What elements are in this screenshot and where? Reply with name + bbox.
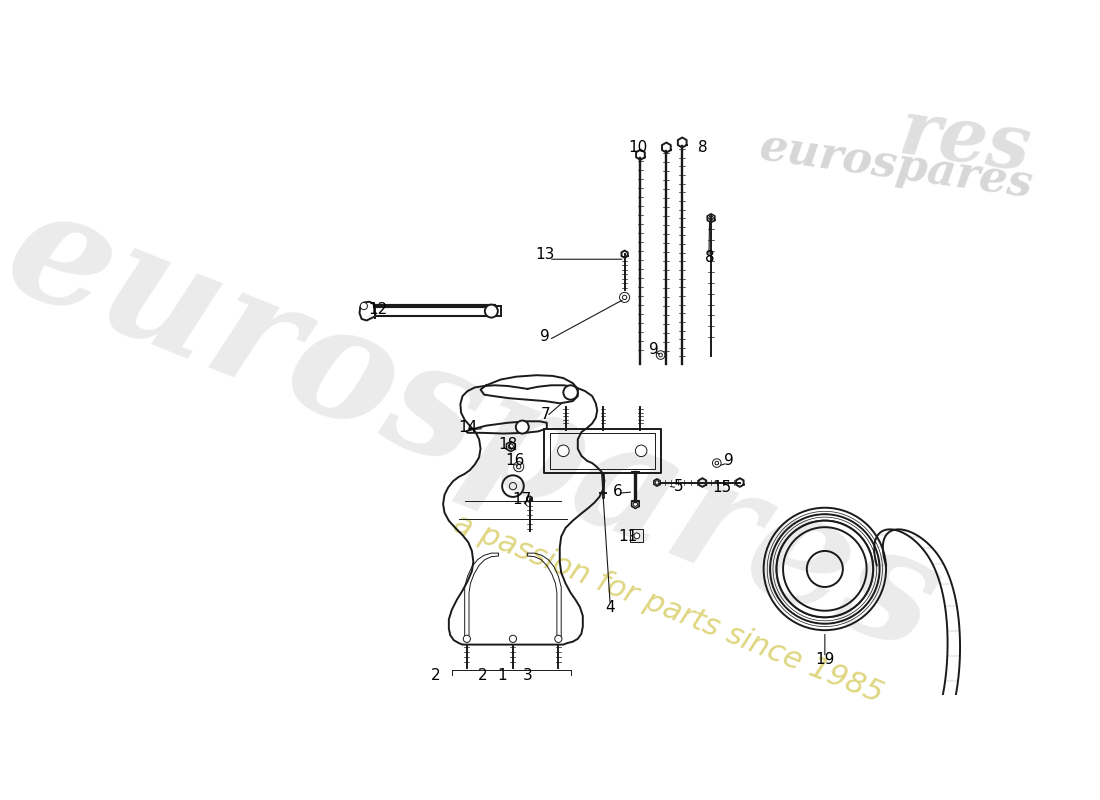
Text: 2: 2 xyxy=(477,668,487,683)
Text: 13: 13 xyxy=(536,246,556,262)
Text: 7: 7 xyxy=(540,406,550,422)
Circle shape xyxy=(485,305,498,318)
Text: a passion for parts since 1985: a passion for parts since 1985 xyxy=(449,509,887,708)
Circle shape xyxy=(554,635,562,642)
Text: 16: 16 xyxy=(505,454,525,469)
Text: 19: 19 xyxy=(815,651,835,666)
Text: 9: 9 xyxy=(724,454,734,469)
Text: 3: 3 xyxy=(522,668,532,683)
Text: 2: 2 xyxy=(431,668,441,683)
Text: 4: 4 xyxy=(605,600,615,614)
Polygon shape xyxy=(506,442,515,451)
Text: 9: 9 xyxy=(649,342,658,357)
Bar xyxy=(630,530,644,542)
Text: eurospares: eurospares xyxy=(0,172,960,686)
Circle shape xyxy=(558,445,569,457)
Text: eurospares: eurospares xyxy=(756,125,1035,206)
Text: res: res xyxy=(894,96,1035,188)
Circle shape xyxy=(516,421,529,434)
Polygon shape xyxy=(707,214,715,222)
Text: 8: 8 xyxy=(705,250,714,265)
Text: 8: 8 xyxy=(697,140,707,155)
Text: 17: 17 xyxy=(513,491,532,506)
Text: 18: 18 xyxy=(498,437,517,452)
Circle shape xyxy=(636,445,647,457)
Text: 9: 9 xyxy=(540,329,550,344)
Circle shape xyxy=(634,533,640,538)
Text: 1: 1 xyxy=(497,668,507,683)
Text: 6: 6 xyxy=(613,484,623,499)
Circle shape xyxy=(509,635,517,642)
Circle shape xyxy=(463,635,471,642)
Text: 5: 5 xyxy=(674,478,683,494)
Text: 15: 15 xyxy=(712,480,732,495)
Text: 11: 11 xyxy=(618,529,638,544)
Polygon shape xyxy=(653,479,660,486)
Polygon shape xyxy=(631,500,639,509)
Text: 14: 14 xyxy=(458,419,477,434)
Text: 12: 12 xyxy=(367,302,387,317)
Text: 10: 10 xyxy=(628,140,647,155)
Circle shape xyxy=(563,386,578,400)
Circle shape xyxy=(360,302,367,310)
